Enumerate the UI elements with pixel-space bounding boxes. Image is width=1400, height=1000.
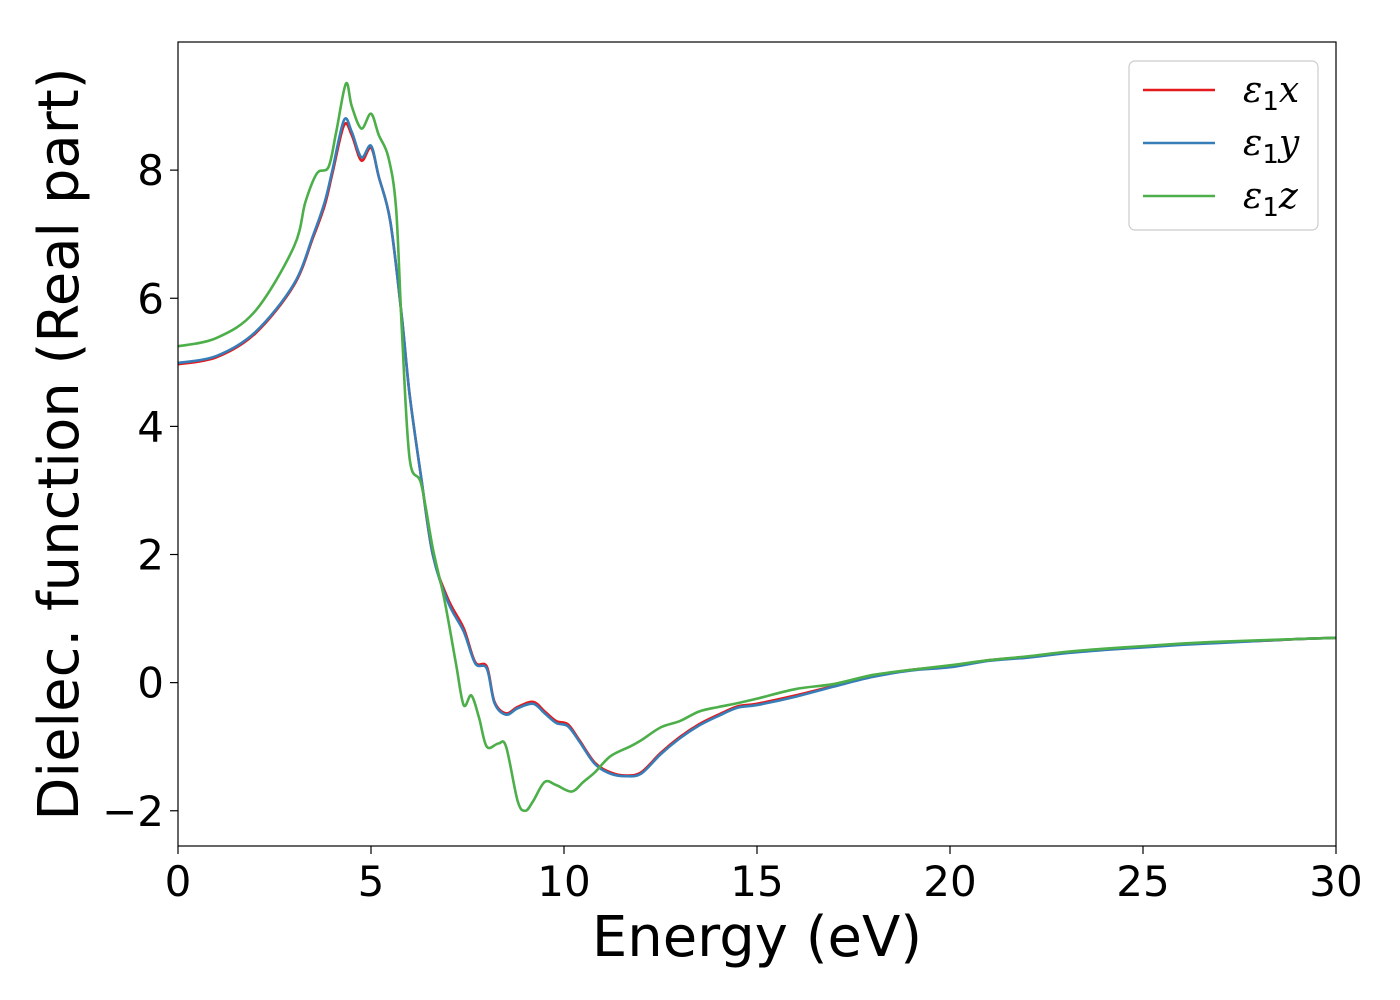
y-tick-label: 0 bbox=[137, 659, 164, 708]
legend-variable: x bbox=[1279, 70, 1299, 111]
y-axis-label: Dielec. function (Real part) bbox=[27, 67, 92, 820]
x-tick-label: 15 bbox=[730, 857, 783, 906]
y-tick-label: 8 bbox=[137, 146, 164, 195]
series-line-z bbox=[177, 81, 1337, 813]
legend-subscript: 1 bbox=[1262, 193, 1279, 223]
legend-subscript: 1 bbox=[1262, 87, 1279, 117]
x-tick-label: 0 bbox=[165, 857, 192, 906]
x-tick-label: 30 bbox=[1309, 857, 1362, 906]
x-tick-label: 20 bbox=[923, 857, 976, 906]
legend-variable: z bbox=[1278, 176, 1299, 217]
legend-symbol: ε bbox=[1243, 70, 1262, 111]
y-axis: −2 0 2 4 6 8 bbox=[102, 146, 178, 836]
x-axis-label: Energy (eV) bbox=[592, 905, 922, 970]
legend-variable: y bbox=[1277, 123, 1300, 164]
y-tick-label: 2 bbox=[137, 531, 164, 580]
legend-symbol: ε bbox=[1243, 123, 1262, 164]
legend-symbol: ε bbox=[1243, 176, 1262, 217]
legend-label-x: ε1x bbox=[1243, 70, 1299, 117]
legend-box bbox=[1128, 60, 1319, 231]
x-tick-label: 25 bbox=[1116, 857, 1169, 906]
x-axis: 0 5 10 15 20 25 30 bbox=[165, 846, 1363, 906]
legend-subscript: 1 bbox=[1262, 140, 1279, 170]
y-tick-label: −2 bbox=[102, 787, 164, 836]
legend-label-y: ε1y bbox=[1243, 123, 1300, 170]
x-tick-label: 5 bbox=[358, 857, 385, 906]
series-layer bbox=[177, 81, 1337, 813]
x-tick-label: 10 bbox=[537, 857, 590, 906]
legend-label-z: ε1z bbox=[1243, 176, 1299, 223]
y-tick-label: 6 bbox=[137, 274, 164, 323]
y-tick-label: 4 bbox=[137, 402, 164, 451]
